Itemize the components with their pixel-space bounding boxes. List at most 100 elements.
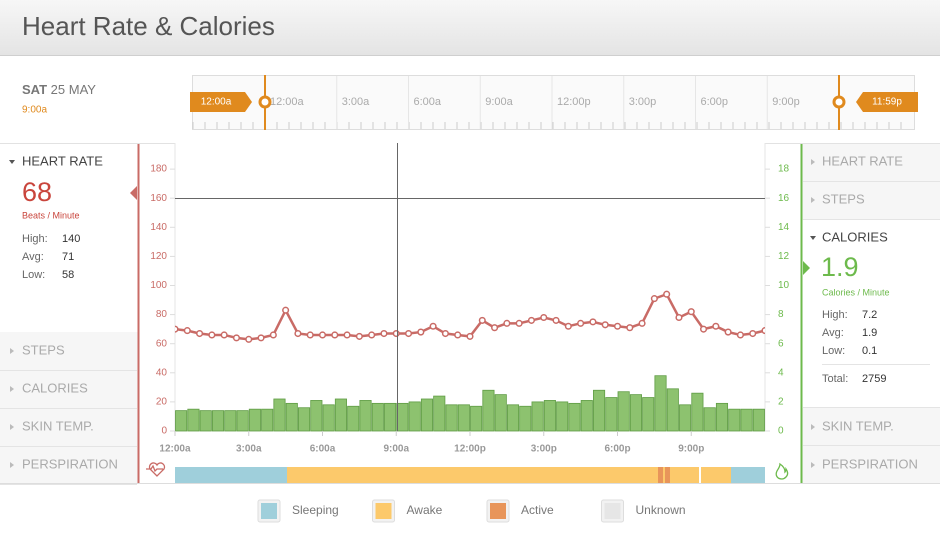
heart-rate-point bbox=[245, 335, 253, 343]
legend-label: Sleeping bbox=[292, 503, 339, 517]
heart-rate-point bbox=[282, 306, 290, 314]
sleeping-band bbox=[175, 467, 287, 483]
y-tick-label: 160 bbox=[150, 193, 167, 204]
y-tick-label: 60 bbox=[156, 338, 168, 349]
unknown-band bbox=[699, 467, 701, 483]
y2-tick-label: 12 bbox=[778, 251, 790, 262]
y2-tick-label: 2 bbox=[778, 397, 784, 408]
plot bbox=[175, 290, 765, 432]
heart-rate-point bbox=[257, 334, 265, 342]
calorie-bar bbox=[224, 410, 237, 432]
end-handle[interactable] bbox=[856, 92, 918, 112]
collapsed-metric: PERSPIRATION bbox=[22, 456, 118, 471]
calorie-bar bbox=[384, 402, 397, 432]
start-knob[interactable] bbox=[258, 95, 272, 109]
heart-rate-point bbox=[429, 322, 437, 330]
calorie-bar bbox=[248, 408, 261, 432]
heart-rate-point bbox=[552, 316, 560, 324]
calorie-bar bbox=[543, 400, 556, 432]
stat-label: Low: bbox=[22, 269, 45, 281]
calorie-bar bbox=[187, 408, 200, 432]
heart-rate-point bbox=[577, 319, 585, 327]
end-knob[interactable] bbox=[832, 95, 846, 109]
collapsed-metric: PERSPIRATION bbox=[822, 456, 918, 471]
caret-closed bbox=[10, 424, 14, 430]
stat-value: 7.2 bbox=[862, 309, 877, 321]
heart-rate-point bbox=[343, 331, 351, 339]
calorie-bar bbox=[506, 404, 520, 432]
calorie-bar bbox=[470, 405, 483, 432]
caret-open bbox=[810, 236, 816, 240]
sleeping-band bbox=[731, 467, 765, 483]
y-tick-label: 140 bbox=[150, 222, 167, 233]
stat-label: Avg: bbox=[22, 251, 44, 263]
metric-title: CALORIES bbox=[822, 229, 888, 244]
y-tick-label: 0 bbox=[161, 426, 167, 437]
heart-rate-point bbox=[613, 322, 622, 330]
heart-rate-point bbox=[269, 331, 277, 339]
legend-label: Unknown bbox=[636, 503, 686, 517]
stat-value: 0.1 bbox=[862, 345, 877, 357]
stat-label: High: bbox=[822, 309, 848, 321]
calorie-bar bbox=[347, 405, 360, 432]
caret-closed bbox=[811, 159, 815, 165]
heart-rate-point bbox=[712, 322, 720, 330]
caret-closed bbox=[10, 462, 14, 468]
heart-rate-point bbox=[318, 331, 327, 339]
calorie-bar bbox=[629, 394, 642, 432]
stat-value: 58 bbox=[62, 269, 74, 281]
y-tick-label: 100 bbox=[150, 280, 167, 291]
calorie-bar bbox=[568, 402, 581, 432]
calorie-bar bbox=[605, 397, 618, 432]
heart-rate-point bbox=[699, 325, 708, 333]
y-tick-label: 180 bbox=[150, 164, 167, 175]
heart-rate-point bbox=[331, 331, 339, 339]
heart-rate-point bbox=[564, 322, 572, 330]
heart-rate-point bbox=[687, 308, 695, 316]
calorie-bar bbox=[519, 405, 532, 432]
calorie-bar bbox=[175, 410, 188, 432]
heart-rate-point bbox=[491, 324, 499, 332]
start-handle-label: 12:00a bbox=[201, 97, 232, 108]
metric-unit: Calories / Minute bbox=[822, 287, 890, 297]
calorie-bar bbox=[408, 401, 421, 432]
heart-rate-point bbox=[589, 318, 597, 326]
heart-icon bbox=[146, 462, 166, 477]
caret-closed bbox=[811, 462, 815, 468]
timeline-label: 3:00a bbox=[342, 96, 370, 108]
plot-area bbox=[175, 143, 765, 431]
start-handle[interactable] bbox=[190, 92, 252, 112]
legend-swatch bbox=[604, 503, 621, 519]
calorie-bar bbox=[261, 408, 274, 432]
flame-icon bbox=[775, 462, 789, 480]
heart-rate-point bbox=[220, 331, 228, 339]
x-tick-label: 6:00a bbox=[310, 444, 336, 455]
date: 25 MAY bbox=[51, 82, 97, 97]
heart-rate-point bbox=[306, 331, 314, 339]
calorie-bar bbox=[580, 400, 593, 432]
calorie-bar bbox=[433, 395, 446, 432]
calorie-bar bbox=[666, 388, 679, 432]
y2-tick-label: 10 bbox=[778, 280, 790, 291]
heart-rate-point bbox=[441, 329, 449, 338]
stat-label: Low: bbox=[822, 345, 845, 357]
header-bar bbox=[0, 0, 940, 55]
legend-label: Active bbox=[521, 503, 554, 517]
calorie-bar bbox=[679, 404, 692, 432]
heart-rate-point bbox=[724, 328, 732, 336]
caret-closed bbox=[811, 197, 815, 203]
date-label: SAT 25 MAY bbox=[22, 82, 96, 97]
x-tick-label: 12:00p bbox=[454, 444, 486, 455]
heart-rate-point bbox=[208, 331, 216, 339]
heart-rate-point bbox=[454, 331, 462, 339]
left-pointer bbox=[130, 186, 137, 200]
collapsed-metric: CALORIES bbox=[22, 380, 88, 395]
stat-value: 1.9 bbox=[862, 327, 877, 339]
calorie-bar bbox=[310, 400, 323, 432]
heart-rate-point bbox=[417, 328, 425, 336]
collapsed-metric: STEPS bbox=[22, 342, 65, 357]
y2-tick-label: 4 bbox=[778, 367, 784, 378]
